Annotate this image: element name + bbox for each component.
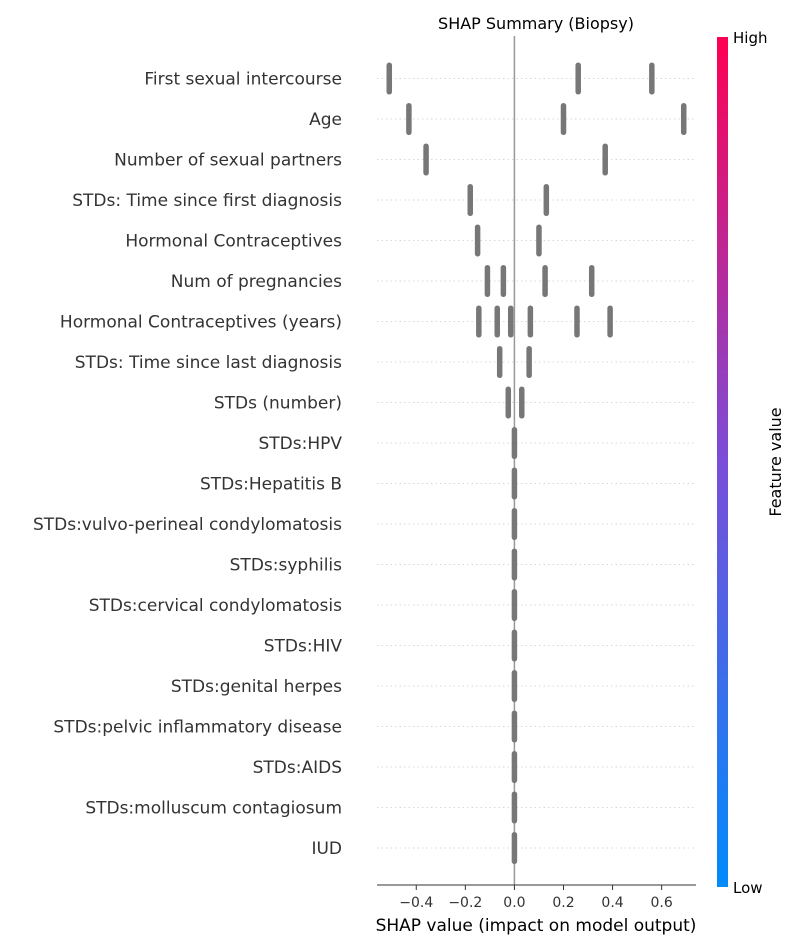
data-point (680, 103, 687, 135)
data-point (496, 346, 503, 378)
feature-label: STDs (number) (214, 394, 342, 414)
data-point (423, 143, 429, 176)
data-point (511, 629, 518, 662)
data-point (526, 346, 532, 378)
data-point (467, 184, 473, 216)
feature-label: IUD (311, 839, 342, 859)
chart-title: SHAP Summary (Biopsy) (438, 14, 634, 33)
data-point (574, 305, 580, 338)
feature-label: STDs:Hepatitis B (200, 475, 342, 495)
data-point (560, 103, 567, 135)
data-point (542, 265, 548, 297)
data-point (511, 589, 518, 621)
data-point (386, 62, 393, 95)
x-tick-label: 0.6 (651, 895, 673, 911)
feature-label: STDs:genital herpes (171, 677, 342, 697)
colorbar-high-label: High (733, 29, 767, 47)
row-guides (377, 78, 696, 849)
feature-label: Number of sexual partners (114, 151, 342, 171)
data-point (527, 305, 534, 338)
feature-label: Num of pregnancies (171, 272, 342, 292)
feature-label: Hormonal Contraceptives (125, 232, 342, 252)
x-axis-ticks: −0.4 −0.2 0.0 0.2 0.4 0.6 (399, 885, 673, 911)
colorbar-title: Feature value (766, 407, 785, 516)
data-point (484, 265, 491, 297)
data-point (511, 710, 518, 743)
data-point (476, 305, 482, 338)
feature-label: STDs:syphilis (230, 556, 343, 576)
feature-label: STDs:AIDS (253, 758, 342, 778)
x-tick-label: 0.4 (601, 895, 623, 911)
colorbar (717, 37, 728, 887)
colorbar-low-label: Low (733, 879, 763, 897)
x-axis-label: SHAP value (impact on model output) (376, 916, 697, 936)
data-point (511, 670, 518, 702)
x-tick-label: 0.2 (552, 895, 574, 911)
feature-label: STDs:pelvic inflammatory disease (53, 718, 342, 738)
data-point (607, 305, 613, 338)
data-point (511, 508, 518, 540)
data-point (602, 143, 608, 176)
feature-label: STDs:vulvo-perineal condylomatosis (33, 515, 342, 535)
feature-label: STDs:molluscum contagiosum (85, 799, 342, 819)
data-point (536, 224, 542, 257)
data-point (494, 305, 500, 338)
data-point (511, 791, 518, 824)
data-point (649, 62, 655, 95)
feature-label: STDs:HPV (258, 434, 342, 454)
data-point (588, 265, 595, 297)
data-point (507, 305, 514, 338)
x-tick-label: 0.0 (503, 895, 525, 911)
feature-labels: First sexual intercourse Age Number of sex… (33, 70, 342, 860)
data-point (543, 184, 550, 216)
data-point (511, 832, 518, 864)
data-points (386, 62, 687, 864)
feature-label: First sexual intercourse (144, 70, 342, 90)
data-point (511, 467, 518, 500)
feature-label: STDs: Time since first diagnosis (72, 191, 342, 211)
feature-label: STDs:cervical condylomatosis (89, 596, 342, 616)
data-point (519, 386, 525, 419)
data-point (500, 265, 507, 297)
data-point (511, 548, 518, 581)
data-point (406, 103, 412, 135)
feature-label: Hormonal Contraceptives (years) (60, 313, 342, 333)
data-point (474, 224, 481, 257)
data-point (505, 386, 512, 419)
feature-label: Age (309, 110, 342, 130)
data-point (511, 751, 518, 783)
x-tick-label: −0.4 (399, 895, 433, 911)
feature-label: STDs:HIV (264, 637, 343, 657)
x-tick-label: −0.2 (448, 895, 482, 911)
feature-label: STDs: Time since last diagnosis (75, 353, 342, 373)
data-point (575, 62, 581, 95)
data-point (511, 427, 518, 459)
